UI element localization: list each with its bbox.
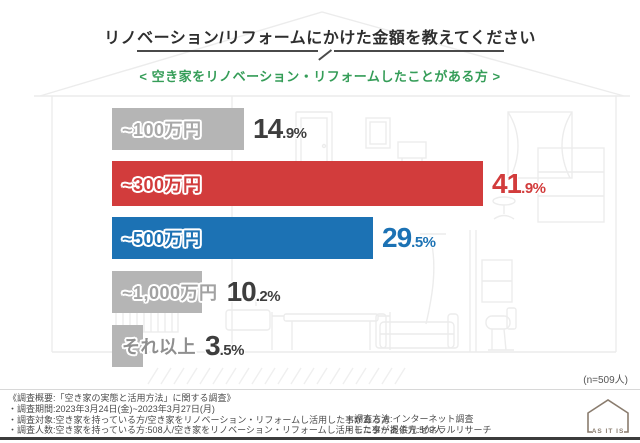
window-outline (507, 111, 573, 179)
survey-method-block: ・調査方法:インターネット調査 ・モニター提供元:ゼネラルリサーチ (345, 414, 492, 436)
survey-monitor-line: ・モニター提供元:ゼネラルリサーチ (345, 424, 492, 435)
bar-row: ~300万円 41.9% (112, 161, 637, 206)
bar-value: 10.2% (226, 276, 281, 307)
roof-outline (39, 11, 625, 97)
bar-value: 14.9% (253, 113, 307, 144)
chart-subtitle: < 空き家をリノベーション・リフォームしたことがある方 > (139, 69, 501, 84)
bottom-accent-bar (0, 437, 640, 440)
bar-label: ~1,000万円 (122, 283, 218, 303)
bar (112, 325, 143, 367)
bar-label: ~100万円 (122, 120, 202, 140)
bar (112, 108, 244, 150)
bar-value: 3.5% (205, 330, 244, 361)
bar-chart: ~100万円 14.9% ~300万円 41.9% ~500万円 29.5% ~1,000万… (112, 108, 637, 370)
page-title: リノベーション/リフォームにかけた金額を教えてください (104, 30, 536, 47)
bar-value: 29.5% (382, 222, 436, 253)
sample-size-note: (n=509人) (583, 375, 628, 386)
title-underline-left (137, 50, 318, 52)
title-underline-right (334, 50, 504, 52)
bar-value: 41.9% (492, 167, 546, 199)
logo-house-icon (587, 399, 629, 433)
bar-row: ~1,000万円 10.2% (112, 271, 637, 313)
survey-target-line: ・調査対象:空き家を持っている方/空き家をリノベーション・リフォームし活用した事… (8, 414, 391, 425)
bar-row: ~500万円 29.5% (112, 217, 637, 259)
survey-method-line: ・調査方法:インターネット調査 (345, 414, 474, 424)
bar-row: それ以上 3.5% (112, 325, 637, 367)
bar (112, 161, 483, 206)
logo-text: AS IT IS (592, 428, 625, 435)
bar-row: ~100万円 14.9% (112, 108, 637, 150)
survey-overview: 《調査概要:「空き家の実態と活用方法」に関する調査》 ・調査期間:2023年3月… (8, 393, 568, 436)
as-it-is-logo: AS IT IS (587, 399, 629, 435)
survey-overview-line: 《調査概要:「空き家の実態と活用方法」に関する調査》 (8, 393, 236, 403)
bar (112, 271, 202, 313)
bar-label: ~500万円 (122, 229, 202, 249)
footer-divider (0, 389, 640, 390)
survey-count-line: ・調査人数:空き家を持っている方:508人/空き家をリノベーション・リフォームし… (8, 425, 444, 436)
bar-label: それ以上 (122, 337, 196, 357)
bar-label: ~300万円 (122, 174, 202, 195)
survey-period-line: ・調査期間:2023年3月24日(金)~2023年3月27日(月) (8, 403, 215, 414)
bar (112, 217, 373, 259)
